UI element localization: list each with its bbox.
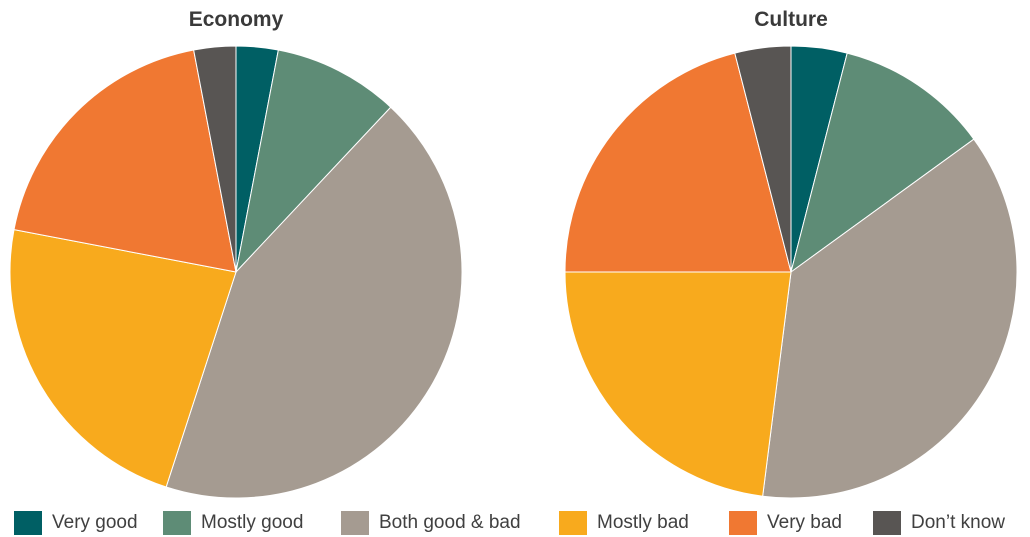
economy-slice-mostly-good (235, 49, 392, 274)
legend-label-mostly-bad: Mostly bad (597, 512, 689, 533)
legend-item-very-bad: Very bad (729, 509, 842, 537)
legend: Very good Mostly good Both good & bad Mo… (0, 509, 1030, 537)
economy-slice-mostly-bad (9, 229, 237, 488)
economy-slice-dont-know (193, 45, 237, 273)
legend-label-both-good-bad: Both good & bad (379, 512, 521, 533)
legend-swatch-mostly-good (163, 511, 191, 535)
economy-slice-very-bad (13, 49, 237, 273)
legend-item-dont-know: Don’t know (873, 509, 1005, 537)
culture-chart-title: Culture (754, 8, 828, 31)
legend-swatch-dont-know (873, 511, 901, 535)
legend-label-dont-know: Don’t know (911, 512, 1005, 533)
legend-item-very-good: Very good (14, 509, 138, 537)
economy-slice-both-good-bad (165, 106, 463, 499)
legend-swatch-mostly-bad (559, 511, 587, 535)
legend-swatch-very-good (14, 511, 42, 535)
legend-swatch-both-good-bad (341, 511, 369, 535)
legend-item-mostly-bad: Mostly bad (559, 509, 689, 537)
legend-label-very-good: Very good (52, 512, 138, 533)
legend-label-very-bad: Very bad (767, 512, 842, 533)
legend-item-mostly-good: Mostly good (163, 509, 303, 537)
economy-chart-title: Economy (188, 8, 284, 31)
legend-swatch-very-bad (729, 511, 757, 535)
legend-item-both-good-bad: Both good & bad (341, 509, 521, 537)
legend-label-mostly-good: Mostly good (201, 512, 304, 533)
